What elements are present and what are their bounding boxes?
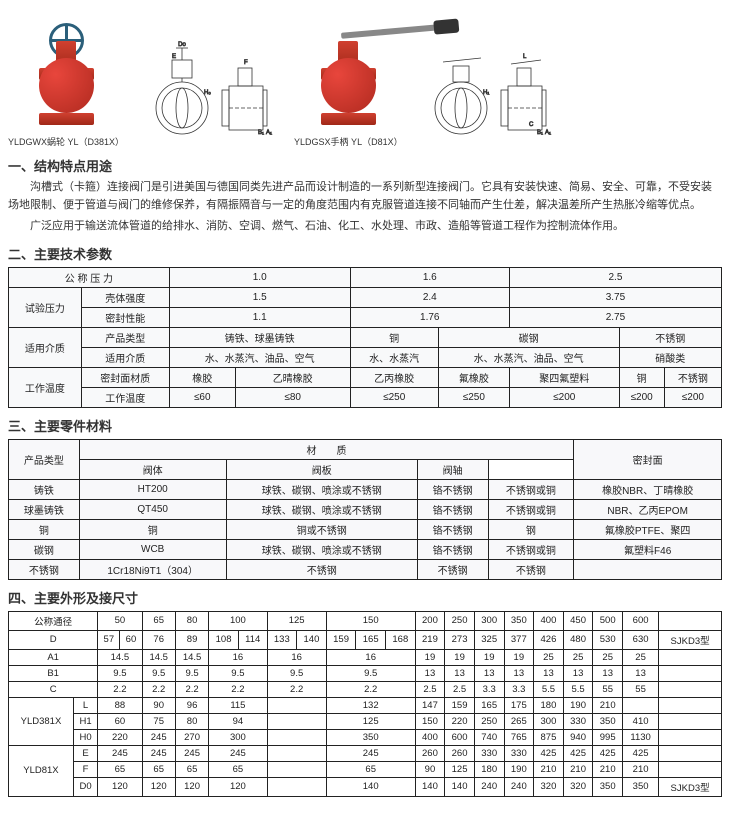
section-4-title: 四、主要外形及接尺寸 [8,588,722,607]
page: YLDGWX蜗轮 YL（D381X） Do H₀ E F A₁ B₁ YLDGS… [0,0,730,805]
lever-icon [341,23,451,39]
figure-row: YLDGWX蜗轮 YL（D381X） Do H₀ E F A₁ B₁ YLDGS… [8,8,722,148]
svg-text:F: F [244,60,248,66]
diagram-1: Do H₀ E F A₁ B₁ [144,38,274,148]
intro-p2: 广泛应用于输送流体管道的给排水、消防、空调、燃气、石油、化工、水处理、市政、造船… [8,218,722,236]
svg-text:C: C [529,122,534,128]
svg-text:H₀: H₀ [204,90,211,96]
svg-text:L: L [523,54,527,60]
section-1-title: 一、结构特点用途 [8,156,722,175]
svg-text:A₁: A₁ [545,130,551,136]
caption-2: YLDGSX手柄 YL（D81X） [294,135,403,148]
product-photo-2: YLDGSX手柄 YL（D81X） [294,33,403,148]
section-3-title: 三、主要零件材料 [8,416,722,435]
svg-text:Do: Do [178,42,186,48]
svg-text:A₁: A₁ [266,130,272,136]
product-photo-1: YLDGWX蜗轮 YL（D381X） [8,33,124,148]
dimension-table: 公称通径506580100125150200250300350400450500… [8,611,722,797]
spec-table: 公 称 压 力1.01.62.5 试验压力壳体强度1.52.43.75 密封性能… [8,267,722,408]
svg-text:H₁: H₁ [483,90,489,96]
svg-text:B₁: B₁ [258,130,264,136]
svg-text:E: E [172,54,176,60]
caption-1: YLDGWX蜗轮 YL（D381X） [8,135,124,148]
intro-p1: 沟槽式（卡箍）连接阀门是引进美国与德国同类先进产品而设计制造的一系列新型连接阀门… [8,179,722,214]
model-381x: YLD381X [9,697,74,745]
diagram-2: H₁ L A₁ B₁ C [423,38,553,148]
section-2-title: 二、主要技术参数 [8,244,722,263]
svg-text:B₁: B₁ [537,130,543,136]
model-81x: YLD81X [9,745,74,796]
material-table: 产品类型材 质密封面 阀体阀板阀轴密封面 铸铁HT200球铁、碳钢、喷涂或不锈钢… [8,439,722,580]
